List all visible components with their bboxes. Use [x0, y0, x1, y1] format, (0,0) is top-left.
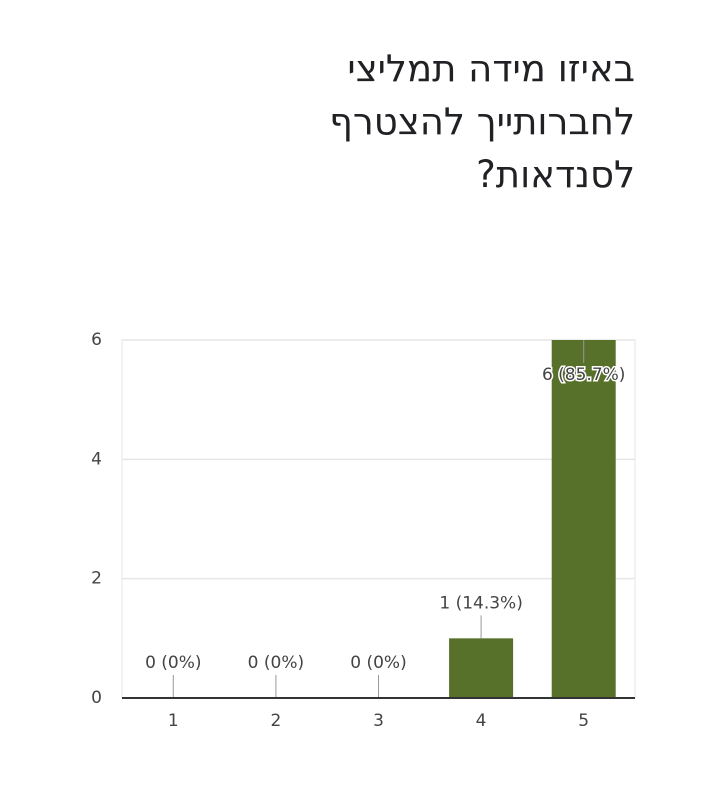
x-tick-label: 5 [578, 711, 589, 731]
y-tick-label: 6 [91, 330, 102, 350]
value-label: 0 (0%) [145, 653, 201, 673]
value-label: 0 (0%) [248, 653, 304, 673]
value-label: 6 (85.7%) [542, 365, 626, 385]
y-tick-label: 4 [91, 449, 102, 469]
chart-title: באיזו מידה תמליצי לחברותייך להצטרף לסנדא… [329, 47, 635, 196]
x-tick-label: 1 [168, 711, 179, 731]
y-tick-label: 0 [91, 688, 102, 708]
value-label: 0 (0%) [350, 653, 406, 673]
bar [551, 340, 616, 698]
bar [449, 638, 514, 698]
x-tick-label: 2 [270, 711, 281, 731]
x-tick-label: 4 [476, 711, 487, 731]
x-tick-label: 3 [373, 711, 384, 731]
y-tick-label: 2 [91, 569, 102, 589]
value-label: 1 (14.3%) [439, 593, 523, 613]
